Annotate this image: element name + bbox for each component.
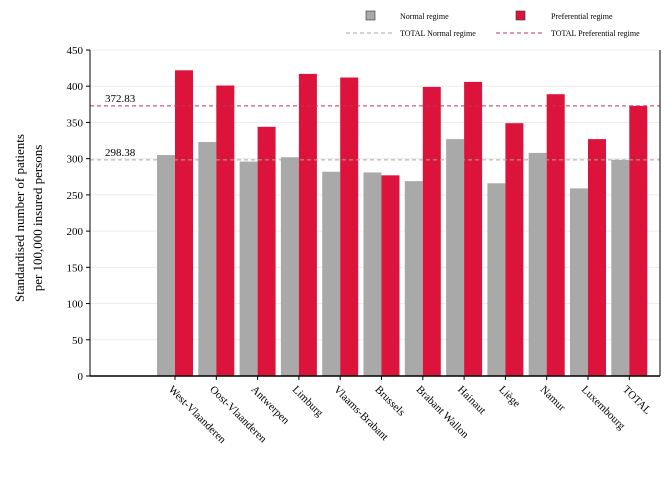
y-tick-label: 200	[67, 226, 84, 238]
bar-normal	[363, 172, 382, 376]
y-tick-label: 300	[67, 154, 84, 166]
legend-label-preferential: Preferential regime	[551, 12, 613, 21]
bar-normal	[528, 152, 547, 376]
bar-normal	[239, 161, 258, 376]
y-tick-label: 350	[67, 117, 84, 129]
bar-preferential	[298, 73, 317, 376]
x-tick-label: Namur	[538, 384, 568, 414]
y-tick-label: 150	[67, 262, 84, 274]
plot-area: 050100150200250300350400450298.38372.83W…	[67, 45, 661, 446]
bar-preferential	[381, 175, 400, 376]
bar-preferential	[588, 139, 606, 376]
bar-normal	[280, 157, 299, 376]
x-tick-label: Antwerpen	[248, 384, 291, 427]
y-axis-title-line-2: per 100,000 insured persons	[30, 145, 45, 292]
x-tick-label: Liège	[496, 384, 522, 410]
y-tick-label: 50	[72, 335, 84, 347]
bar-normal	[446, 139, 465, 376]
bar-preferential	[505, 123, 524, 377]
reference-line-label-normal: 298.38	[105, 147, 136, 159]
bar-preferential	[175, 70, 193, 376]
y-tick-label: 100	[67, 299, 84, 311]
legend-swatch-preferential	[515, 10, 526, 21]
reference-line-label-preferential: 372.83	[105, 93, 136, 105]
y-axis-title: Standardised number of patients per 100,…	[12, 134, 45, 302]
y-axis-title-line-1: Standardised number of patients	[12, 134, 27, 302]
bar-normal	[198, 142, 217, 376]
y-tick-label: 450	[67, 45, 84, 57]
bar-preferential	[629, 105, 648, 376]
bar-normal	[570, 188, 588, 376]
x-tick-label: TOTAL	[620, 384, 653, 417]
y-tick-label: 400	[67, 81, 84, 93]
bar-normal	[611, 159, 630, 376]
y-tick-label: 0	[78, 371, 84, 383]
bar-preferential	[464, 81, 483, 377]
legend-swatch-normal	[365, 10, 376, 21]
bar-preferential	[257, 126, 276, 377]
bar-normal	[404, 181, 423, 376]
x-tick-label: Limburg	[290, 384, 326, 420]
legend-label-preferential-total: TOTAL Preferential regime	[551, 29, 640, 38]
bar-normal	[322, 171, 341, 376]
bar-preferential	[340, 77, 359, 376]
legend-label-normal-total: TOTAL Normal regime	[400, 29, 476, 38]
legend: Normal regime Preferential regime TOTAL …	[346, 10, 640, 38]
bar-preferential	[216, 85, 235, 377]
legend-label-normal: Normal regime	[400, 12, 449, 21]
y-tick-label: 250	[67, 190, 84, 202]
bar-normal	[487, 183, 506, 376]
bar-preferential	[546, 94, 565, 377]
bar-preferential	[422, 86, 441, 377]
x-tick-label: Brussels	[372, 384, 407, 419]
x-tick-label: Hainaut	[455, 384, 488, 417]
bar-normal	[157, 155, 175, 376]
